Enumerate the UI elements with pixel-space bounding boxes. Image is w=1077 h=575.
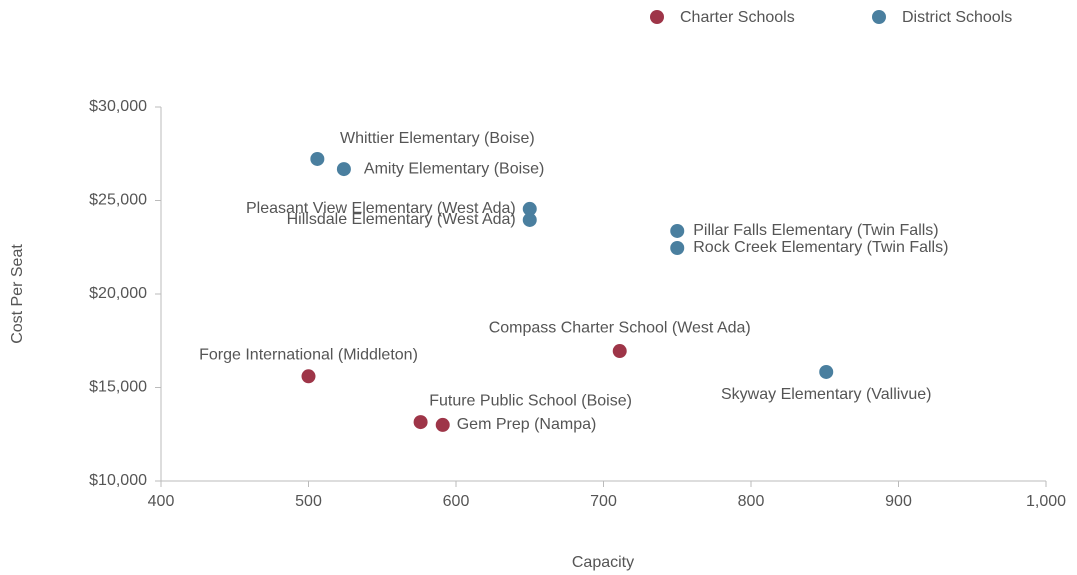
point xyxy=(522,201,537,216)
x-tick-label: 800 xyxy=(738,493,765,510)
x-axis-label: Capacity xyxy=(572,554,634,571)
point xyxy=(670,223,685,238)
point-label: Pleasant View Elementary (West Ada) xyxy=(246,200,516,217)
x-tick-label: 1,000 xyxy=(1026,493,1066,510)
point xyxy=(336,162,351,177)
point xyxy=(413,415,428,430)
point-label: Rock Creek Elementary (Twin Falls) xyxy=(693,239,948,256)
legend-marker xyxy=(650,10,664,24)
point xyxy=(612,344,627,359)
x-tick-label: 700 xyxy=(590,493,617,510)
y-tick-label: $15,000 xyxy=(89,379,147,396)
point-label: Forge International (Middleton) xyxy=(199,346,418,363)
point-label: Whittier Elementary (Boise) xyxy=(340,130,535,147)
y-tick-label: $10,000 xyxy=(89,472,147,489)
point-label: Amity Elementary (Boise) xyxy=(364,160,545,177)
legend-label: District Schools xyxy=(902,9,1012,26)
x-tick-label: 900 xyxy=(885,493,912,510)
point-label: Skyway Elementary (Vallivue) xyxy=(721,386,931,403)
point xyxy=(522,212,537,227)
x-tick-label: 600 xyxy=(443,493,470,510)
legend-label: Charter Schools xyxy=(680,9,795,26)
point xyxy=(670,240,685,255)
point-label: Future Public School (Boise) xyxy=(429,392,632,409)
point xyxy=(819,364,834,379)
point xyxy=(301,369,316,384)
point-label: Gem Prep (Nampa) xyxy=(457,416,597,433)
y-tick-label: $30,000 xyxy=(89,98,147,115)
point-label: Hillsdale Elementary (West Ada) xyxy=(287,211,516,228)
x-tick-label: 400 xyxy=(148,493,175,510)
legend-marker xyxy=(872,10,886,24)
point xyxy=(310,151,325,166)
y-tick-label: $25,000 xyxy=(89,192,147,209)
point-label: Compass Charter School (West Ada) xyxy=(489,319,751,336)
x-tick-label: 500 xyxy=(295,493,322,510)
y-axis-label: Cost Per Seat xyxy=(9,244,26,344)
point xyxy=(435,417,450,432)
point-label: Pillar Falls Elementary (Twin Falls) xyxy=(693,222,938,239)
y-tick-label: $20,000 xyxy=(89,285,147,302)
